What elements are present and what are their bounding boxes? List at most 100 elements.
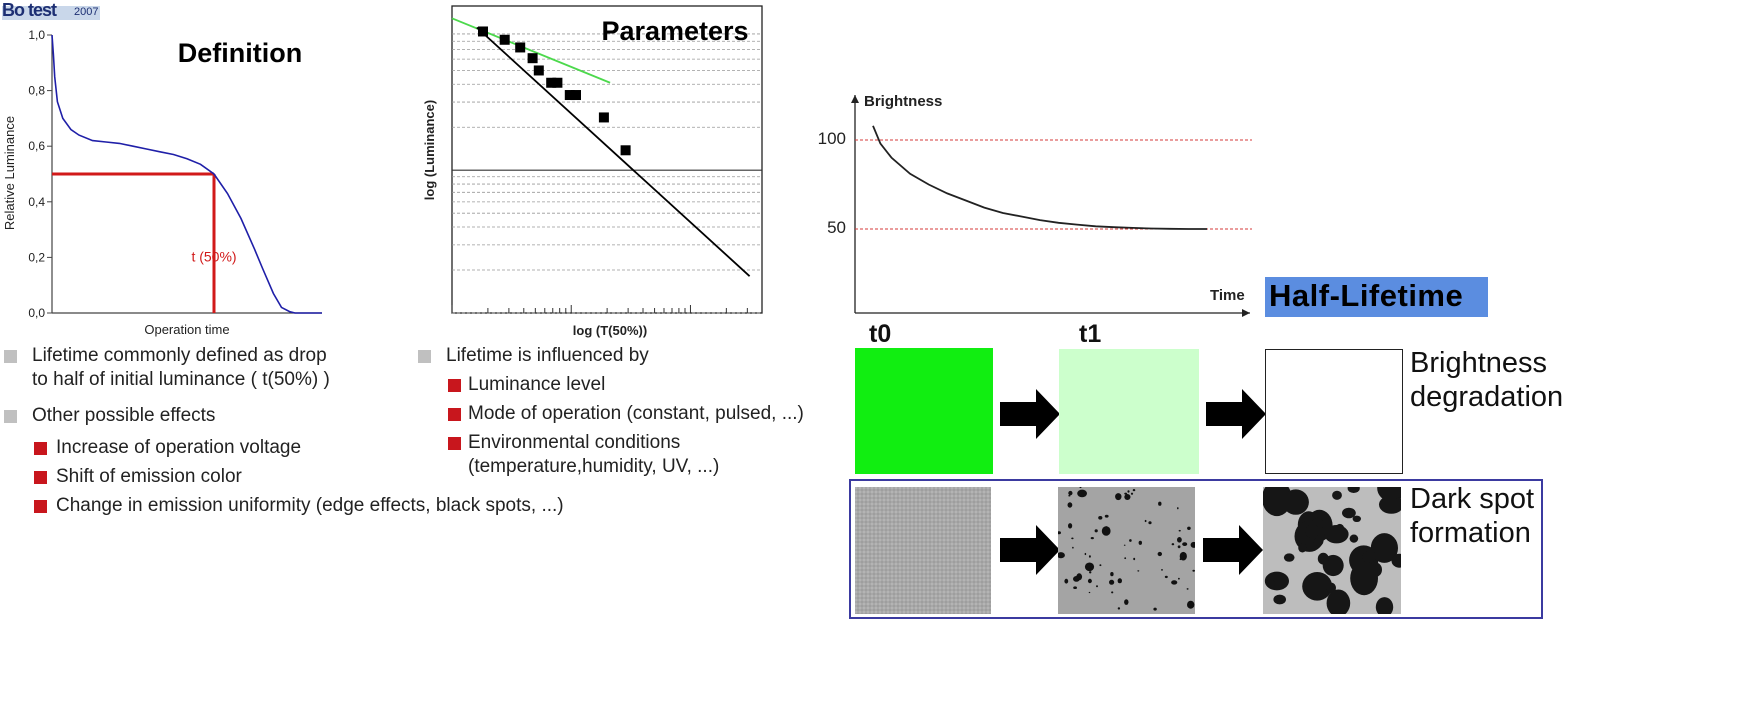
brightness-ylabel: Brightness — [864, 93, 942, 110]
dark-spot — [1164, 575, 1168, 579]
arrow-right-icon — [1000, 389, 1060, 439]
dark-spot — [1129, 539, 1132, 542]
dark-spot — [1302, 572, 1333, 601]
bullet-square — [4, 350, 17, 363]
dark-spot — [1068, 523, 1073, 529]
subbullet-uniformity: Change in emission uniformity (edge effe… — [0, 494, 564, 518]
dark-spot — [1094, 529, 1098, 533]
arrow-right-icon — [1206, 389, 1266, 439]
luminance-curve — [51, 34, 322, 314]
dark-spot — [1347, 487, 1360, 493]
dark-spot — [1144, 519, 1147, 523]
dark-spot — [1124, 494, 1131, 500]
dark-spot — [1058, 552, 1065, 559]
dark-spot — [1370, 533, 1398, 563]
dark-spot — [1153, 607, 1157, 611]
dark-spot — [1263, 487, 1292, 517]
dark-spot — [1178, 577, 1180, 580]
dark-spot-panel-end — [1263, 487, 1401, 614]
bullet-lifetime-definition: Lifetime commonly defined as drop to hal… — [0, 344, 420, 392]
subbullet-square — [34, 471, 47, 484]
dark-spot — [1099, 564, 1102, 567]
arrow-right-icon — [1000, 525, 1060, 575]
parameters-title: Parameters — [601, 16, 748, 46]
dark-spot — [1177, 507, 1179, 510]
logo-text: Bo test — [2, 0, 57, 20]
dark-spot — [1379, 495, 1401, 514]
half-lifetime-label: Half-Lifetime — [1269, 278, 1464, 313]
dark-spot — [1350, 561, 1378, 596]
dark-spot — [1111, 591, 1114, 594]
brightness-swatch-t0 — [855, 348, 993, 474]
dark-spot — [1391, 553, 1401, 568]
dark-spot — [1068, 494, 1071, 497]
data-point — [499, 34, 510, 45]
dark-spot — [1117, 607, 1121, 610]
bullet-square — [418, 350, 431, 363]
subbullet-voltage: Increase of operation voltage — [0, 436, 420, 460]
dark-spot — [1137, 570, 1140, 572]
dark-spot — [1192, 569, 1195, 572]
dark-spot — [1127, 490, 1130, 493]
brightness-chart: Brightness Time 100 50 — [818, 93, 1252, 317]
y-tick-label: 0,6 — [28, 139, 45, 153]
subbullet-color-shift: Shift of emission color — [0, 465, 420, 489]
dark-spot-frame — [849, 479, 1543, 619]
brightness-curve — [872, 125, 1207, 230]
dark-spot — [1187, 600, 1195, 609]
bullet-other-effects: Other possible effects — [0, 404, 420, 428]
logo-year: 2007 — [74, 6, 99, 18]
dark-spot — [1124, 557, 1127, 560]
brightness-swatch-end — [1265, 349, 1403, 474]
dark-spot — [1064, 578, 1069, 584]
dark-spot — [1090, 537, 1094, 540]
y-tick-label: 0,2 — [28, 250, 45, 264]
dark-spot — [1326, 589, 1351, 614]
subbullet-square — [448, 408, 461, 421]
subbullet-square — [448, 379, 461, 392]
dark-spot — [1133, 557, 1136, 561]
dark-spot — [1148, 521, 1152, 525]
dark-spot — [1298, 543, 1307, 553]
data-point — [533, 65, 544, 76]
dark-spot — [1326, 582, 1336, 594]
dark-spot — [1265, 579, 1276, 587]
dark-spot — [1179, 551, 1187, 561]
brightness-degradation-label: Brightness degradation — [1410, 347, 1564, 413]
dark-spot-formation-label: Dark spot formation — [1410, 483, 1535, 549]
dark-spot — [1068, 490, 1073, 496]
dark-spot-panel-t0 — [855, 487, 991, 614]
parameters-chart: Parameters log (T(50%)) log (Luminance) — [422, 5, 763, 338]
subbullet-square — [448, 437, 461, 450]
ytick-50: 50 — [827, 218, 846, 237]
dark-spot — [1157, 551, 1162, 557]
parameters-xlabel: log (T(50%)) — [573, 323, 647, 338]
y-tick-label: 1,0 — [28, 28, 45, 42]
dark-spot — [1305, 524, 1320, 539]
dark-spot — [1313, 537, 1324, 546]
data-point — [564, 90, 575, 101]
middle-bullets: Lifetime is influenced by Luminance leve… — [414, 344, 834, 484]
arrow-right-icon — [1203, 525, 1263, 575]
brightness-xlabel: Time — [1210, 287, 1245, 304]
bullet-square — [4, 410, 17, 423]
dark-spot — [1317, 552, 1329, 565]
y-tick-label: 0,4 — [28, 195, 45, 209]
dark-spot — [1332, 490, 1342, 500]
dark-spot — [1124, 492, 1128, 495]
data-point — [546, 77, 557, 88]
data-point — [515, 42, 526, 53]
dark-spot — [1161, 569, 1163, 571]
subbullet-square — [34, 500, 47, 513]
dark-spot — [1088, 591, 1091, 594]
data-point — [527, 53, 538, 64]
data-point — [620, 145, 631, 156]
dark-spot — [1375, 597, 1394, 614]
dark-spot — [1324, 525, 1349, 544]
parameters-ylabel: log (Luminance) — [422, 100, 437, 200]
data-point — [552, 77, 563, 88]
dark-spot — [1186, 588, 1189, 590]
definition-ylabel: Relative Luminance — [2, 116, 17, 230]
dark-spot — [1132, 489, 1136, 492]
left-bullets: Lifetime commonly defined as drop to hal… — [0, 344, 564, 523]
